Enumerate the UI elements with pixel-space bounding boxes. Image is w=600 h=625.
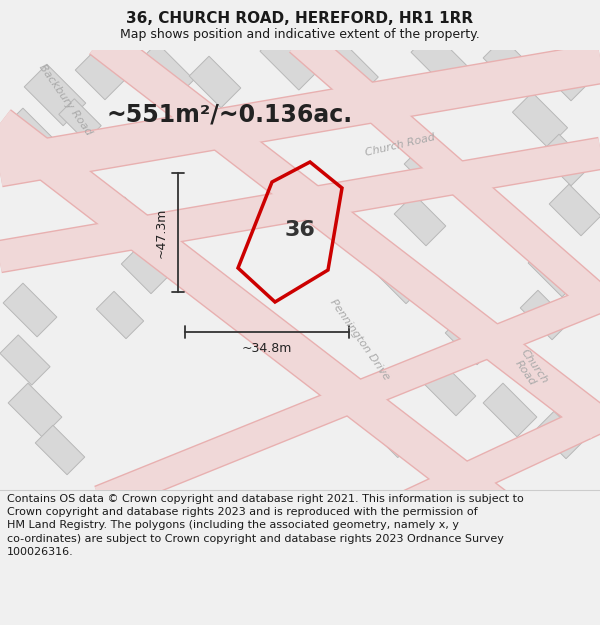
Text: Contains OS data © Crown copyright and database right 2021. This information is : Contains OS data © Crown copyright and d… — [7, 494, 524, 557]
Bar — [75, 50, 125, 100]
Bar — [483, 383, 537, 437]
Bar — [549, 184, 600, 236]
Bar — [121, 246, 169, 294]
Bar — [404, 144, 456, 196]
Text: ~47.3m: ~47.3m — [155, 208, 168, 258]
Text: ~34.8m: ~34.8m — [242, 342, 292, 355]
Bar — [107, 197, 153, 243]
Bar — [411, 31, 469, 89]
Bar — [539, 134, 591, 186]
Bar — [528, 243, 582, 297]
Bar — [536, 411, 584, 459]
Bar — [136, 43, 194, 101]
Bar — [539, 49, 591, 101]
Text: Church
Road: Church Road — [510, 348, 550, 392]
Bar — [3, 108, 57, 162]
Bar — [424, 364, 476, 416]
Bar — [394, 194, 446, 246]
Bar — [97, 291, 143, 339]
Text: Pennington Drive: Pennington Drive — [328, 298, 392, 382]
Bar — [59, 99, 101, 141]
Text: Backbury Road: Backbury Road — [37, 62, 94, 138]
Text: 36: 36 — [284, 220, 316, 240]
Bar — [260, 30, 320, 90]
Bar — [3, 283, 57, 337]
Text: Church Road: Church Road — [364, 132, 436, 158]
Bar — [24, 64, 86, 126]
Bar — [0, 335, 50, 385]
Text: 36, CHURCH ROAD, HEREFORD, HR1 1RR: 36, CHURCH ROAD, HEREFORD, HR1 1RR — [127, 11, 473, 26]
Bar — [520, 290, 570, 340]
Bar — [483, 38, 537, 92]
Bar — [189, 56, 241, 108]
Bar — [322, 42, 378, 98]
Bar — [445, 315, 495, 365]
Bar — [376, 256, 424, 304]
Bar — [35, 425, 85, 475]
Text: ~551m²/~0.136ac.: ~551m²/~0.136ac. — [107, 103, 353, 127]
Bar — [512, 92, 568, 148]
Bar — [362, 402, 418, 458]
Text: Map shows position and indicative extent of the property.: Map shows position and indicative extent… — [120, 28, 480, 41]
Bar — [8, 383, 62, 437]
